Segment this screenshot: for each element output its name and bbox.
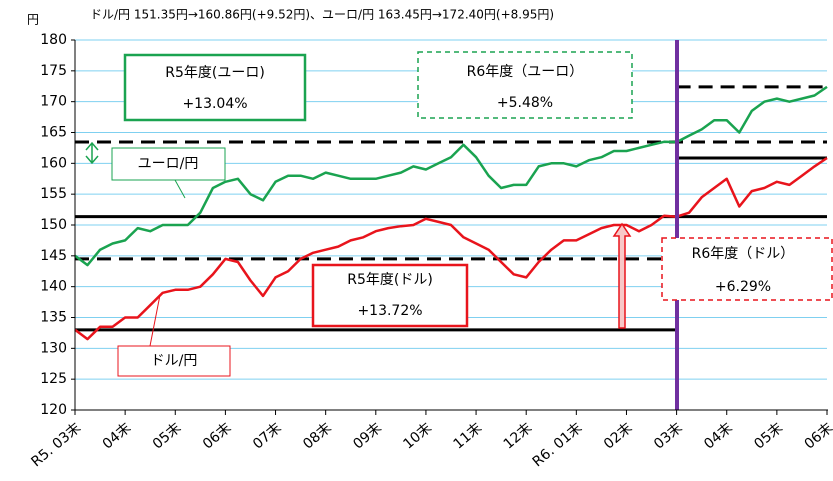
annotation-box bbox=[661, 237, 833, 301]
annotation-label: R5年度(ドル) bbox=[347, 272, 433, 288]
y-unit: 円 bbox=[27, 13, 39, 27]
annotation-value: +5.48% bbox=[497, 95, 553, 111]
annotation-value: +13.04% bbox=[182, 96, 247, 112]
annotation-box bbox=[123, 53, 307, 122]
legend-label: ユーロ/円 bbox=[138, 156, 199, 172]
y-tick-label: 155 bbox=[40, 186, 67, 202]
annotation-label: R5年度(ユーロ) bbox=[165, 65, 265, 81]
legend-box bbox=[111, 147, 226, 181]
series-line bbox=[74, 156, 828, 341]
y-tick-label: 130 bbox=[40, 340, 67, 356]
x-tick-label: 06末 bbox=[200, 420, 235, 453]
x-tick-label: 07末 bbox=[250, 420, 285, 453]
leader bbox=[174, 179, 186, 199]
annotation-box bbox=[311, 263, 469, 328]
x-tick-label: 02末 bbox=[601, 420, 636, 453]
x-tick-label: 05末 bbox=[751, 420, 786, 453]
annotation-value: +13.72% bbox=[357, 303, 422, 319]
annotation-label: R6年度（ユーロ） bbox=[467, 64, 584, 80]
annotation-label: R6年度（ドル） bbox=[692, 246, 795, 262]
x-tick-label: 11末 bbox=[451, 420, 486, 453]
y-tick-label: 125 bbox=[40, 371, 67, 387]
arrow bbox=[85, 141, 99, 165]
y-tick-label: 180 bbox=[40, 32, 67, 48]
legend-label: ドル/円 bbox=[151, 353, 198, 369]
x-tick-label: R5. 03末 bbox=[28, 420, 84, 470]
y-tick-label: 175 bbox=[40, 63, 67, 79]
x-tick-label: 03末 bbox=[651, 420, 686, 453]
y-tick-label: 170 bbox=[40, 94, 67, 110]
x-tick-label: 04末 bbox=[701, 420, 736, 453]
x-tick-label: R6. 01末 bbox=[530, 420, 586, 470]
x-tick-label: 06末 bbox=[801, 420, 833, 453]
annotation-box bbox=[417, 51, 633, 119]
leader bbox=[149, 294, 161, 347]
annotation-value: +6.29% bbox=[715, 279, 771, 295]
x-tick-label: 08末 bbox=[300, 420, 335, 453]
series-line bbox=[74, 85, 828, 267]
chart-title: ドル/円 151.35円→160.86円(+9.52円)、ユーロ/円 163.4… bbox=[90, 8, 554, 22]
y-tick-label: 140 bbox=[40, 279, 67, 295]
x-tick-label: 12末 bbox=[501, 420, 536, 453]
x-tick-label: 04末 bbox=[100, 420, 135, 453]
arrow bbox=[612, 222, 632, 329]
x-tick-label: 05末 bbox=[150, 420, 185, 453]
y-tick-label: 120 bbox=[40, 402, 67, 418]
y-tick-label: 150 bbox=[40, 217, 67, 233]
legend-box bbox=[117, 345, 231, 377]
x-tick-label: 09末 bbox=[350, 420, 385, 453]
x-tick-label: 10末 bbox=[400, 420, 435, 453]
y-tick-label: 160 bbox=[40, 155, 67, 171]
y-tick-label: 165 bbox=[40, 125, 67, 141]
y-tick-label: 135 bbox=[40, 310, 67, 326]
y-tick-label: 145 bbox=[40, 248, 67, 264]
